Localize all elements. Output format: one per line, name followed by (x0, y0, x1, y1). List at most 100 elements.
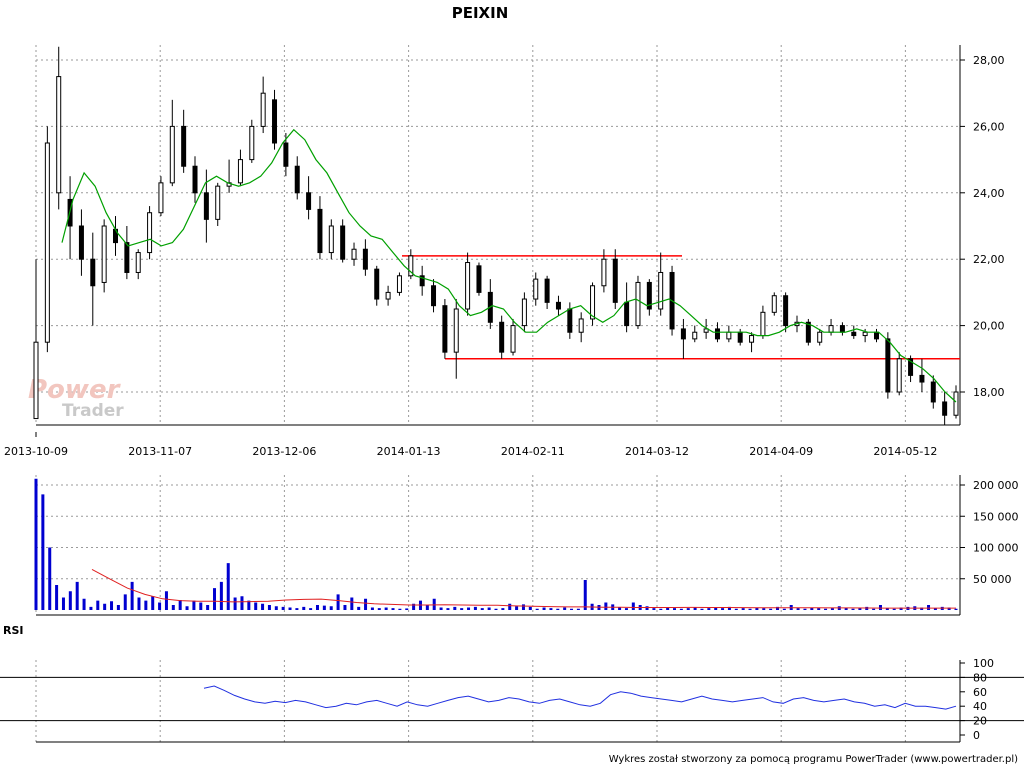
y-tick-label: 150 000 (973, 510, 1019, 523)
y-tick-label: 100 (973, 657, 994, 670)
volume-bar (666, 607, 670, 610)
volume-average-line (91, 568, 956, 609)
y-tick-label: 50 000 (973, 573, 1012, 586)
volume-bar (727, 606, 731, 610)
volume-bar (116, 605, 120, 610)
watermark-power: Power (28, 375, 122, 405)
panel-frames (35, 45, 961, 743)
volume-bar (899, 607, 903, 610)
volume-bar (425, 605, 429, 610)
candle (544, 278, 550, 303)
candle (749, 335, 755, 343)
candle (272, 99, 278, 144)
volume-bar (892, 608, 896, 610)
candle (249, 125, 255, 161)
y-tick-label: 26,00 (973, 120, 1005, 133)
volume-bar (803, 608, 807, 610)
candle (953, 391, 959, 416)
rsi-line (203, 685, 957, 710)
volume-bar (872, 608, 876, 610)
candle (396, 275, 402, 293)
candle (919, 374, 925, 383)
volume-bar (700, 608, 704, 610)
volume-bar (281, 606, 285, 610)
volume-bar (583, 580, 587, 610)
candle (294, 165, 300, 194)
x-tick-label: 2014-01-13 (377, 445, 441, 458)
volume-bar (41, 494, 45, 610)
volume-bar (521, 604, 525, 610)
footer-credit: Wykres został stworzony za pomocą progra… (609, 754, 1018, 765)
candle (374, 268, 380, 300)
candle (453, 308, 459, 353)
volume-bar (755, 607, 759, 610)
y-tick-label: 60 (973, 686, 987, 699)
candle (828, 325, 834, 333)
candle (817, 331, 823, 343)
volume-bar (535, 608, 539, 610)
volume-bar (473, 606, 477, 610)
volume-bar (844, 607, 848, 610)
watermark: Power Trader (28, 375, 124, 421)
volume-bar (171, 605, 175, 610)
volume-bar (357, 606, 361, 610)
candle (760, 311, 766, 337)
volume-bar (446, 608, 450, 610)
volume-bar (439, 607, 443, 610)
candle (703, 328, 709, 333)
volume-bar (192, 600, 196, 610)
volume-bar (556, 608, 560, 610)
candle (419, 275, 425, 287)
candle (56, 76, 62, 194)
candle (351, 248, 357, 260)
candle (385, 291, 391, 300)
candle (181, 125, 187, 167)
volume-bar (885, 608, 889, 610)
y-tick-label: 22,00 (973, 253, 1005, 266)
candle (328, 225, 334, 254)
volume-bar (219, 581, 223, 610)
candle (771, 295, 777, 313)
candle (510, 325, 516, 353)
volume-bar (89, 606, 93, 610)
candle (44, 142, 50, 343)
volume-bar (377, 608, 381, 610)
volume-bar (398, 608, 402, 610)
volume-bar (322, 605, 326, 610)
volume-bar (103, 603, 107, 610)
candle (612, 258, 618, 303)
candle (885, 338, 891, 393)
volume-bar (673, 608, 677, 610)
x-tick-label: 2014-04-09 (749, 445, 813, 458)
volume-bar (721, 608, 725, 610)
candle (930, 381, 936, 403)
volume-bar (618, 607, 622, 610)
candle (33, 341, 39, 420)
volume-bar (130, 581, 134, 610)
candle (499, 321, 505, 353)
volume-bar (487, 607, 491, 610)
volume-bar (480, 608, 484, 610)
volume-bar (336, 594, 340, 610)
candle (78, 225, 84, 260)
candle (783, 295, 789, 327)
volume-bar (185, 606, 189, 610)
candle (624, 301, 630, 327)
candle (680, 328, 686, 340)
volume-bar (604, 602, 608, 610)
volume-bar (302, 606, 306, 610)
candle (465, 262, 471, 310)
candle (442, 305, 448, 353)
candle (476, 265, 482, 293)
volume-bar (68, 591, 72, 610)
volume-bar (659, 608, 663, 610)
candle (135, 252, 141, 273)
candle (521, 298, 527, 327)
candle (147, 212, 153, 254)
volume-bar (343, 605, 347, 610)
volume-bar (824, 608, 828, 610)
volume-bar (734, 608, 738, 610)
volume-bar (34, 478, 38, 610)
volume-bar (693, 607, 697, 610)
